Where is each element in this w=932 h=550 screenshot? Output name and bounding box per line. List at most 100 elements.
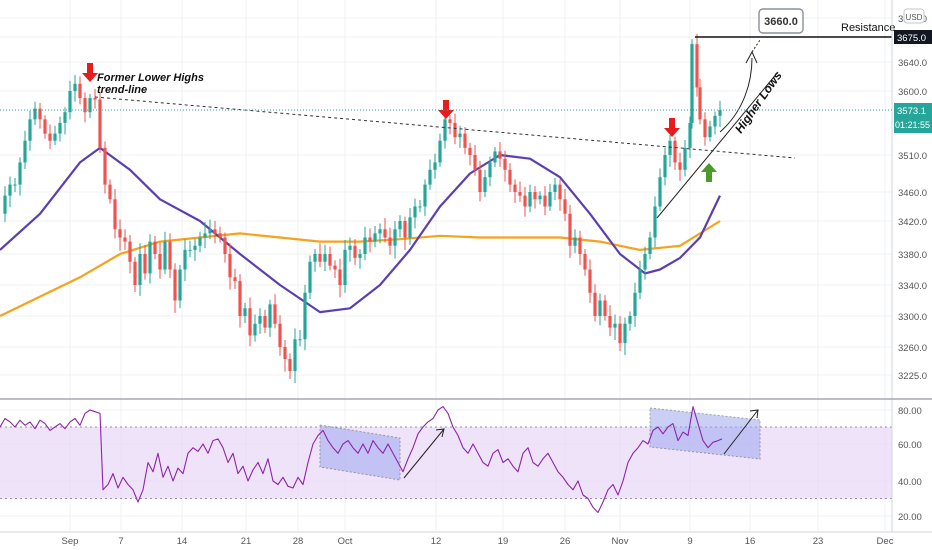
candle-81	[403, 221, 407, 238]
rsi-tick-3: 20.00	[898, 512, 922, 523]
annotation-higher-lows: Higher Lows	[732, 68, 785, 135]
candle-11	[53, 133, 57, 141]
candle-21	[103, 147, 107, 185]
candle-26	[128, 241, 132, 262]
candle-99	[493, 151, 497, 163]
candle-68	[338, 269, 342, 285]
candle-97	[483, 177, 487, 192]
last-price-tag: 3573.1	[897, 106, 926, 117]
candle-47	[233, 277, 237, 282]
candle-16	[78, 83, 82, 99]
x-tick-3: 21	[241, 536, 252, 547]
x-tick-11: 16	[745, 536, 756, 547]
x-tick-10: 9	[687, 536, 692, 547]
x-tick-2: 14	[177, 536, 188, 547]
x-tick-13: Dec	[877, 536, 894, 547]
candle-109	[543, 195, 547, 207]
candle-126	[628, 316, 632, 324]
candle-71	[353, 245, 357, 258]
candle-100	[498, 151, 502, 159]
x-tick-5: Oct	[338, 536, 353, 547]
price-tick-5: 3510.0	[898, 151, 927, 162]
candle-4	[18, 162, 22, 185]
candle-89	[443, 119, 447, 141]
price-tick-3: 3600.0	[898, 87, 927, 98]
candle-92	[458, 133, 462, 138]
candle-85	[423, 184, 427, 207]
x-tick-9: Nov	[612, 536, 629, 547]
candle-98	[488, 162, 492, 178]
rsi-arrow-1-head	[435, 428, 445, 438]
candle-91	[453, 122, 457, 138]
candle-54	[268, 304, 272, 328]
candle-73	[363, 237, 367, 254]
candle-128	[638, 269, 642, 293]
candle-137	[683, 147, 687, 170]
candle-13	[63, 112, 67, 123]
red-arrow-1	[82, 63, 98, 82]
candle-35	[173, 269, 177, 301]
last-price-tag-bg	[894, 103, 932, 133]
candle-20	[98, 99, 102, 148]
candle-28	[138, 254, 142, 285]
candle-24	[118, 229, 122, 238]
candle-53	[263, 316, 267, 328]
ma-fast-line	[0, 146, 721, 314]
candle-39	[193, 245, 197, 250]
candle-49	[243, 308, 247, 316]
annotation-former-lower-highs: Former Lower Highs	[97, 72, 204, 84]
candle-101	[503, 158, 507, 170]
candle-113	[563, 199, 567, 214]
candle-119	[593, 292, 597, 316]
candle-134	[668, 140, 672, 155]
candle-57	[283, 347, 287, 359]
candle-125	[623, 323, 627, 344]
candle-52	[258, 316, 262, 324]
candle-1	[3, 195, 7, 214]
candle-32	[158, 254, 162, 270]
x-tick-8: 26	[560, 536, 571, 547]
rsi-tick-0: 80.00	[898, 406, 922, 417]
price-tick-8: 3380.0	[898, 250, 927, 261]
projection-curve	[719, 57, 753, 133]
annotation-trend-line: trend-line	[97, 84, 147, 96]
candle-34	[168, 241, 172, 270]
candle-108	[538, 195, 542, 200]
candle-138	[688, 122, 692, 148]
candle-79	[393, 229, 397, 246]
rsi-line	[0, 406, 723, 514]
red-arrow-3	[664, 118, 680, 137]
candle-31	[153, 241, 157, 254]
candle-38	[188, 249, 192, 251]
rsi-tick-1: 60.00	[898, 440, 922, 451]
target-box-label: 3660.0	[764, 16, 798, 28]
candle-36	[178, 269, 182, 301]
candle-80	[398, 221, 402, 230]
candle-62	[308, 261, 312, 293]
candle-133	[663, 155, 667, 178]
price-tick-9: 3340.0	[898, 281, 927, 292]
currency-badge-bg	[903, 8, 925, 24]
price-tick-2: 3640.0	[898, 58, 927, 69]
candle-60	[298, 339, 302, 341]
candle-67	[333, 265, 337, 270]
candle-14	[68, 91, 72, 113]
rsi-arrow-2-head	[749, 409, 759, 419]
rsi-arrow-1	[403, 428, 445, 479]
candle-3	[13, 184, 17, 186]
currency-badge: USD	[906, 13, 923, 22]
candle-114	[568, 213, 572, 246]
target-leader	[751, 39, 761, 53]
candle-77	[383, 229, 387, 238]
candle-19	[93, 98, 97, 100]
x-tick-0: Sep	[62, 536, 79, 547]
candle-42	[208, 229, 212, 234]
ma-slow-line	[0, 220, 721, 317]
candle-10	[48, 133, 52, 141]
moving-averages	[0, 146, 721, 317]
candle-12	[58, 122, 62, 134]
candle-70	[348, 245, 352, 250]
